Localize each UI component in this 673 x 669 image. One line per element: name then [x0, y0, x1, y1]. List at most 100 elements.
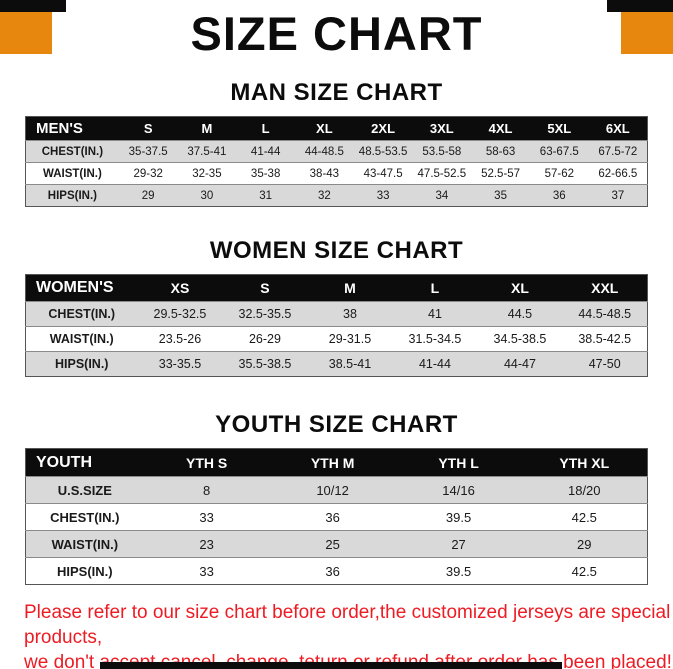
size-cell: 25: [269, 530, 396, 558]
size-cell: 38-43: [295, 162, 354, 185]
table-header-cell: M: [307, 274, 393, 302]
size-cell: 53.5-58: [412, 140, 472, 163]
table-row: WAIST(IN.) 23 25 27 29: [25, 530, 648, 558]
table-header-cell: 5XL: [529, 116, 589, 141]
size-cell: 36: [269, 557, 396, 585]
table-header-cell: L: [392, 274, 478, 302]
size-cell: 35-38: [236, 162, 295, 185]
table-row: WAIST(IN.) 29-32 32-35 35-38 38-43 43-47.5 47.…: [25, 162, 648, 185]
table-header-cell: 3XL: [412, 116, 472, 141]
row-label: CHEST(IN.): [25, 301, 138, 327]
size-cell: 35.5-38.5: [222, 351, 308, 377]
corner-decoration-right: [607, 0, 673, 54]
size-cell: 33: [143, 503, 270, 531]
size-cell: 32.5-35.5: [222, 301, 308, 327]
table-header-cell: YTH XL: [521, 448, 648, 477]
size-cell: 14/16: [395, 476, 522, 504]
size-cell: 42.5: [521, 503, 648, 531]
size-cell: 10/12: [269, 476, 396, 504]
table-header-row: WOMEN'S XS S M L XL XXL: [25, 274, 648, 302]
size-cell: 44.5-48.5: [562, 301, 648, 327]
table-row: CHEST(IN.) 33 36 39.5 42.5: [25, 503, 648, 531]
size-cell: 36: [529, 184, 589, 207]
size-cell: 30: [177, 184, 237, 207]
corner-black-bar-left: [0, 0, 66, 12]
table-row: HIPS(IN.) 29 30 31 32 33 34 35 36 37: [25, 184, 648, 207]
size-cell: 42.5: [521, 557, 648, 585]
size-cell: 38.5-42.5: [562, 326, 648, 352]
size-cell: 29-31.5: [307, 326, 393, 352]
size-cell: 18/20: [521, 476, 648, 504]
table-header-cell: 4XL: [471, 116, 530, 141]
page-title: SIZE CHART: [190, 7, 483, 60]
size-cell: 29: [118, 184, 178, 207]
size-cell: 67.5-72: [588, 140, 648, 163]
bottom-black-strip: [100, 662, 562, 669]
corner-orange-block-right: [621, 12, 673, 54]
table-header-cell: 6XL: [588, 116, 648, 141]
size-cell: 8: [143, 476, 270, 504]
size-cell: 34: [412, 184, 472, 207]
table-header-cell: 2XL: [353, 116, 413, 141]
table-header-cell: YTH M: [269, 448, 396, 477]
size-cell: 41: [392, 301, 478, 327]
size-cell: 31.5-34.5: [392, 326, 478, 352]
table-header-cell: XL: [477, 274, 563, 302]
size-cell: 38: [307, 301, 393, 327]
table-header-row: YOUTH YTH S YTH M YTH L YTH XL: [25, 448, 648, 477]
size-cell: 48.5-53.5: [353, 140, 413, 163]
table-header-label: YOUTH: [25, 448, 144, 477]
size-cell: 29: [521, 530, 648, 558]
size-cell: 33: [143, 557, 270, 585]
table-header-cell: S: [118, 116, 178, 141]
table-header-cell: YTH S: [143, 448, 270, 477]
men-size-table: MEN'S S M L XL 2XL 3XL 4XL 5XL 6XL CHEST(IN.) 35-37…: [25, 116, 648, 207]
size-cell: 37.5-41: [177, 140, 237, 163]
size-cell: 44-47: [477, 351, 563, 377]
table-header-row: MEN'S S M L XL 2XL 3XL 4XL 5XL 6XL: [25, 116, 648, 141]
size-cell: 58-63: [471, 140, 530, 163]
size-cell: 39.5: [395, 557, 522, 585]
size-cell: 36: [269, 503, 396, 531]
table-header-label: WOMEN'S: [25, 274, 138, 302]
table-header-cell: XS: [137, 274, 223, 302]
size-cell: 29-32: [118, 162, 178, 185]
size-cell: 62-66.5: [588, 162, 648, 185]
size-cell: 44.5: [477, 301, 563, 327]
row-label: WAIST(IN.): [25, 162, 119, 185]
size-cell: 23: [143, 530, 270, 558]
row-label: U.S.SIZE: [25, 476, 144, 504]
size-cell: 23.5-26: [137, 326, 223, 352]
size-cell: 32-35: [177, 162, 237, 185]
size-cell: 39.5: [395, 503, 522, 531]
row-label: HIPS(IN.): [25, 184, 119, 207]
size-cell: 38.5-41: [307, 351, 393, 377]
table-header-label: MEN'S: [25, 116, 119, 141]
table-header-cell: L: [236, 116, 295, 141]
women-section-heading: WOMEN SIZE CHART: [209, 237, 464, 264]
table-row: U.S.SIZE 8 10/12 14/16 18/20: [25, 476, 648, 504]
corner-orange-block-left: [0, 12, 52, 54]
size-cell: 26-29: [222, 326, 308, 352]
table-row: HIPS(IN.) 33-35.5 35.5-38.5 38.5-41 41-44 44-…: [25, 351, 648, 377]
row-label: CHEST(IN.): [25, 503, 144, 531]
table-header-cell: YTH L: [395, 448, 522, 477]
size-cell: 52.5-57: [471, 162, 530, 185]
row-label: WAIST(IN.): [25, 530, 144, 558]
youth-section-heading: YOUTH SIZE CHART: [215, 411, 458, 438]
row-label: HIPS(IN.): [25, 557, 144, 585]
size-cell: 31: [236, 184, 295, 207]
size-cell: 33-35.5: [137, 351, 223, 377]
table-header-cell: S: [222, 274, 308, 302]
size-cell: 44-48.5: [295, 140, 354, 163]
row-label: HIPS(IN.): [25, 351, 138, 377]
table-header-cell: M: [177, 116, 237, 141]
size-cell: 33: [353, 184, 413, 207]
corner-black-bar-right: [607, 0, 673, 12]
table-row: CHEST(IN.) 35-37.5 37.5-41 41-44 44-48.5 48.5…: [25, 140, 648, 163]
size-cell: 27: [395, 530, 522, 558]
table-header-cell: XXL: [562, 274, 648, 302]
size-cell: 57-62: [529, 162, 589, 185]
women-size-table: WOMEN'S XS S M L XL XXL CHEST(IN.) 29.5-32.5 32.5…: [25, 274, 648, 377]
